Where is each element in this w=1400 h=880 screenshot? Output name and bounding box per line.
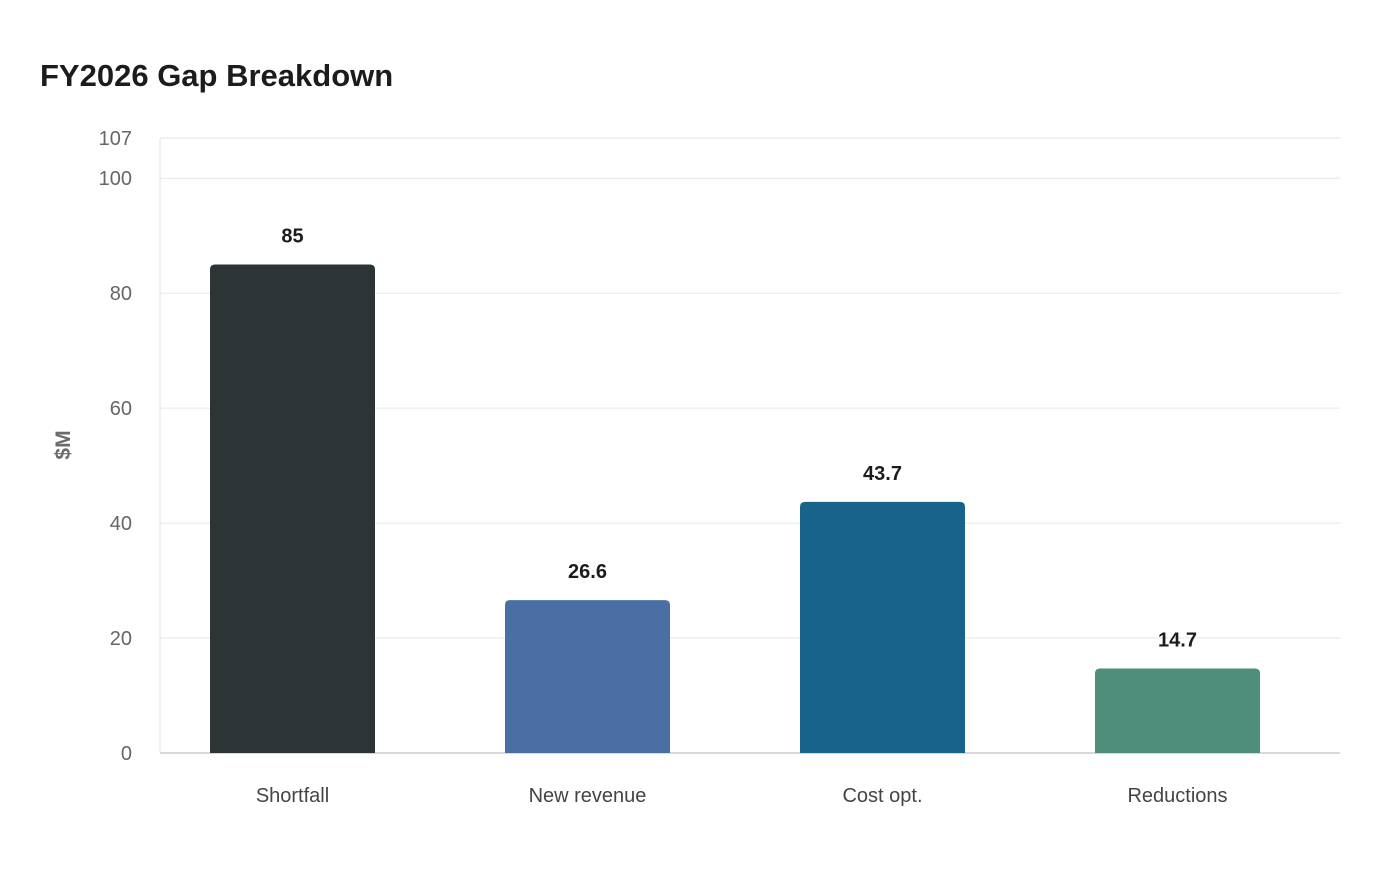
bar-cost-opt (800, 501, 965, 753)
bar-new-revenue (505, 600, 670, 753)
y-tick-label: 107 (99, 128, 132, 150)
y-axis-title: $M (52, 430, 75, 459)
x-tick-label: Shortfall (256, 785, 329, 807)
y-tick-label: 100 (99, 168, 132, 190)
data-label: 85 (281, 225, 303, 247)
data-label: 26.6 (568, 561, 607, 583)
x-tick-label: Cost opt. (842, 785, 922, 807)
data-label: 14.7 (1158, 630, 1197, 652)
bars (210, 264, 1260, 753)
bar-shortfall (210, 264, 375, 753)
y-tick-label: 80 (110, 283, 132, 305)
labels: 0 20 40 60 80 100 107 $M 85 Shortfall 26.6 New reve… (52, 128, 1228, 807)
y-tick-label: 60 (110, 398, 132, 420)
bar-reductions (1095, 668, 1260, 753)
y-tick-label: 20 (110, 628, 132, 650)
y-tick-label: 40 (110, 513, 132, 535)
x-tick-label: Reductions (1127, 785, 1227, 807)
data-label: 43.7 (863, 463, 902, 485)
chart-title: FY2026 Gap Breakdown (40, 58, 394, 93)
x-tick-label: New revenue (529, 785, 647, 807)
y-tick-label: 0 (121, 743, 132, 765)
